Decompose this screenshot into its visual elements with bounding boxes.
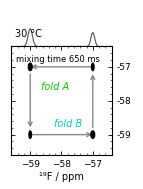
Ellipse shape (92, 63, 94, 70)
Text: fold B: fold B (54, 119, 82, 129)
Text: 30 °C: 30 °C (15, 29, 41, 39)
Text: fold A: fold A (41, 82, 69, 92)
X-axis label: ¹⁹F / ppm: ¹⁹F / ppm (39, 172, 84, 182)
Text: mixing time 650 ms: mixing time 650 ms (16, 55, 100, 64)
Ellipse shape (91, 131, 95, 138)
Ellipse shape (28, 63, 32, 70)
Ellipse shape (29, 131, 31, 138)
